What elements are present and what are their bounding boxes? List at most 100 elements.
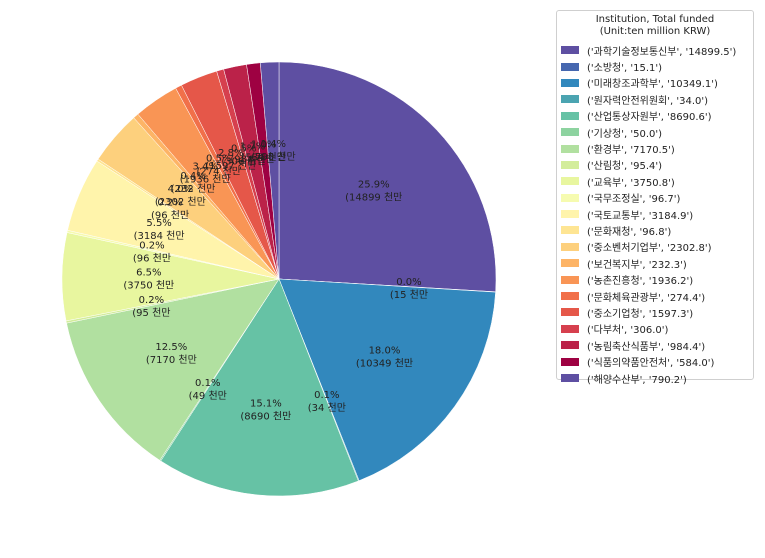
slice-percent-label-6: 12.5% <box>155 342 187 353</box>
slice-value-label-1: (15 천만 <box>390 289 428 301</box>
legend-title: Institution, Total funded (Unit:ten mill… <box>557 14 753 38</box>
slice-value-label-9: (96 천만 <box>133 252 171 264</box>
legend-item-2: ('미래창조과학부', '10349.1') <box>557 75 753 91</box>
slice-value-label-16: (1597 천만 <box>205 160 256 172</box>
legend-item-10: ('국토교통부', '3184.9') <box>557 206 753 222</box>
legend-label-18: ('농림축산식품부', '984.4') <box>587 341 706 353</box>
legend-swatch-5 <box>561 128 579 137</box>
legend-label-19: ('식품의약품안전처', '584.0') <box>587 358 715 370</box>
legend-swatch-3 <box>561 95 579 104</box>
legend-item-0: ('과학기술정보통신부', '14899.5') <box>557 42 753 58</box>
legend-item-12: ('중소벤처기업부', '2302.8') <box>557 239 753 255</box>
legend-item-20: ('해양수산부', '790.2') <box>557 370 753 386</box>
legend-label-16: ('중소기업청', '1597.3') <box>587 308 694 320</box>
legend-label-12: ('중소벤처기업부', '2302.8') <box>587 243 712 255</box>
slice-percent-label-13: 0.4% <box>180 171 205 182</box>
legend-item-6: ('환경부', '7170.5') <box>557 140 753 156</box>
legend-label-6: ('환경부', '7170.5') <box>587 145 675 157</box>
pie-slice-0 <box>278 61 497 293</box>
legend-label-15: ('문화체육관광부', '274.4') <box>587 292 706 304</box>
legend-label-7: ('산림청', '95.4') <box>587 161 663 173</box>
legend-item-1: ('소방청', '15.1') <box>557 58 753 74</box>
legend-item-11: ('문화재청', '96.8') <box>557 222 753 238</box>
legend-swatch-13 <box>561 259 579 268</box>
pie-slice-4 <box>160 278 359 497</box>
legend-label-3: ('원자력안전위원회', '34.0') <box>587 95 709 107</box>
slice-value-label-0: (14899 천만 <box>345 192 402 204</box>
legend-item-7: ('산림청', '95.4') <box>557 157 753 173</box>
legend-item-15: ('문화체육관광부', '274.4') <box>557 288 753 304</box>
slice-percent-label-12: 4.0% <box>168 184 193 195</box>
slice-percent-label-7: 0.2% <box>139 295 164 306</box>
legend-item-19: ('식품의약품안전처', '584.0') <box>557 353 753 369</box>
legend-swatch-14 <box>561 275 579 284</box>
slice-value-label-13: (232 천만 <box>171 183 216 195</box>
slice-percent-label-3: 0.1% <box>314 390 339 401</box>
legend-label-11: ('문화재청', '96.8') <box>587 226 672 238</box>
legend-swatch-6 <box>561 144 579 153</box>
slice-value-label-12: (2302 천만 <box>155 196 206 208</box>
slice-percent-label-11: 0.2% <box>157 198 182 209</box>
slice-percent-label-15: 0.5% <box>206 154 231 165</box>
slice-value-label-4: (8690 천만 <box>240 411 291 423</box>
pie-slice-20 <box>259 61 280 280</box>
slice-value-label-2: (10349 천만 <box>356 357 413 369</box>
slice-percent-label-9: 0.2% <box>139 240 164 251</box>
legend-items: ('과학기술정보통신부', '14899.5') ('소방청', '15.1') (… <box>557 42 753 386</box>
slice-percent-label-2: 18.0% <box>369 345 401 356</box>
slice-value-label-6: (7170 천만 <box>146 354 197 366</box>
legend-label-8: ('교육부', '3750.8') <box>587 177 675 189</box>
pie-labels: 25.9%(14899 천만 0.0%(15 천만 18.0%(10349 천만 0.… <box>123 139 428 423</box>
slice-value-label-19: (584 천만 <box>241 152 286 164</box>
slice-percent-label-16: 2.8% <box>218 148 243 159</box>
legend-label-4: ('산업통상자원부', '8690.6') <box>587 112 712 124</box>
legend: Institution, Total funded (Unit:ten mill… <box>556 10 754 386</box>
legend-item-5: ('기상청', '50.0') <box>557 124 753 140</box>
pie-slice-2 <box>278 278 496 481</box>
slice-percent-label-14: 3.4% <box>193 162 218 173</box>
legend-item-14: ('농촌진흥청', '1936.2') <box>557 271 753 287</box>
legend-swatch-20 <box>561 374 579 382</box>
legend-label-10: ('국토교통부', '3184.9') <box>587 210 694 222</box>
legend-swatch-9 <box>561 193 579 202</box>
legend-swatch-0 <box>561 46 579 55</box>
slice-value-label-3: (34 천만 <box>308 402 346 414</box>
slice-value-label-18: (984 천만 <box>230 154 275 166</box>
slice-value-label-14: (1936 천만 <box>180 174 231 186</box>
legend-item-13: ('보건복지부', '232.3') <box>557 255 753 271</box>
legend-swatch-15 <box>561 292 579 301</box>
legend-swatch-19 <box>561 357 579 366</box>
slice-percent-label-19: 1.0% <box>251 140 276 151</box>
legend-swatch-7 <box>561 160 579 169</box>
slice-value-label-15: (274 천만 <box>196 166 241 178</box>
legend-label-17: ('다부처', '306.0') <box>587 325 669 337</box>
slice-value-label-10: (3184 천만 <box>134 230 185 242</box>
legend-item-4: ('산업통상자원부', '8690.6') <box>557 108 753 124</box>
slice-percent-label-20: 1.4% <box>261 139 286 150</box>
slice-percent-label-17: 0.5% <box>231 144 256 155</box>
slice-value-label-11: (96 천만 <box>151 210 189 222</box>
slice-value-label-7: (95 천만 <box>132 307 170 319</box>
legend-swatch-8 <box>561 177 579 186</box>
legend-swatch-17 <box>561 324 579 333</box>
pie-slice-6 <box>66 278 280 461</box>
legend-label-13: ('보건복지부', '232.3') <box>587 259 687 271</box>
slice-percent-label-8: 6.5% <box>136 268 161 279</box>
slice-percent-label-0: 25.9% <box>358 180 390 191</box>
slice-percent-label-18: 1.7% <box>240 142 265 153</box>
legend-swatch-1 <box>561 62 579 71</box>
slice-value-label-20: (790 천만 <box>251 151 296 163</box>
legend-label-9: ('국무조정실', '96.7') <box>587 194 681 206</box>
legend-swatch-11 <box>561 226 579 235</box>
legend-swatch-2 <box>561 78 579 87</box>
legend-item-16: ('중소기업청', '1597.3') <box>557 304 753 320</box>
pie-chart: 25.9%(14899 천만 0.0%(15 천만 18.0%(10349 천만 0.… <box>61 61 497 497</box>
slice-percent-label-10: 5.5% <box>146 218 171 229</box>
legend-label-20: ('해양수산부', '790.2') <box>587 374 687 386</box>
legend-title-line-1: Institution, Total funded <box>595 14 715 25</box>
slice-value-label-8: (3750 천만 <box>123 280 174 292</box>
legend-swatch-16 <box>561 308 579 317</box>
slice-value-label-17: (306 천만 <box>221 156 266 168</box>
legend-item-9: ('국무조정실', '96.7') <box>557 190 753 206</box>
legend-label-2: ('미래창조과학부', '10349.1') <box>587 79 718 91</box>
